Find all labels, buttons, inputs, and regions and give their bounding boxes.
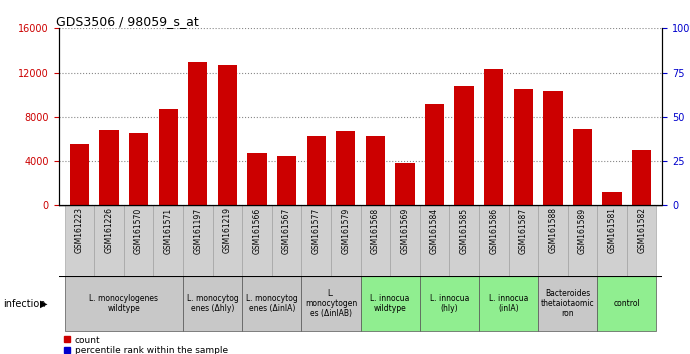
Bar — [99, 130, 119, 205]
Bar — [153, 205, 183, 276]
Text: GSM161567: GSM161567 — [282, 207, 291, 254]
Text: L. innocua
(hly): L. innocua (hly) — [430, 294, 469, 313]
Bar — [602, 192, 622, 205]
Text: GSM161581: GSM161581 — [608, 207, 617, 253]
Text: GDS3506 / 98059_s_at: GDS3506 / 98059_s_at — [56, 15, 199, 28]
Text: GSM161223: GSM161223 — [75, 207, 84, 253]
Text: GSM161588: GSM161588 — [549, 207, 558, 253]
Bar — [188, 62, 208, 205]
Bar — [218, 65, 237, 205]
Bar — [479, 276, 538, 331]
Bar — [247, 153, 266, 205]
Text: GSM161570: GSM161570 — [134, 207, 143, 254]
Bar — [159, 109, 178, 205]
Bar — [65, 205, 94, 276]
Text: GSM161586: GSM161586 — [489, 207, 498, 253]
Text: L. monocytog
enes (Δhly): L. monocytog enes (Δhly) — [187, 294, 239, 313]
Bar — [336, 131, 355, 205]
Text: GSM161197: GSM161197 — [193, 207, 202, 253]
Bar — [183, 205, 213, 276]
Bar — [598, 205, 627, 276]
Bar — [598, 276, 656, 331]
Bar — [366, 136, 385, 205]
Bar — [420, 276, 479, 331]
Text: GSM161219: GSM161219 — [223, 207, 232, 253]
Text: L. monocylogenes
wildtype: L. monocylogenes wildtype — [89, 294, 158, 313]
Text: GSM161566: GSM161566 — [253, 207, 262, 254]
Text: L. innocua
wildtype: L. innocua wildtype — [371, 294, 410, 313]
Bar — [455, 86, 474, 205]
Bar — [302, 276, 361, 331]
Bar — [425, 104, 444, 205]
Bar — [94, 205, 124, 276]
Bar — [361, 276, 420, 331]
Text: Bacteroides
thetaiotaomic
ron: Bacteroides thetaiotaomic ron — [541, 289, 595, 319]
Text: L. innocua
(inlA): L. innocua (inlA) — [489, 294, 528, 313]
Bar — [183, 276, 242, 331]
Bar — [573, 129, 592, 205]
Text: GSM161571: GSM161571 — [164, 207, 172, 253]
Bar — [420, 205, 449, 276]
Bar — [302, 205, 331, 276]
Bar — [513, 89, 533, 205]
Bar — [242, 276, 302, 331]
Legend: count, percentile rank within the sample: count, percentile rank within the sample — [63, 336, 228, 354]
Bar — [484, 69, 503, 205]
Bar — [213, 205, 242, 276]
Text: GSM161226: GSM161226 — [104, 207, 113, 253]
Text: GSM161579: GSM161579 — [342, 207, 351, 254]
Bar — [538, 205, 568, 276]
Bar — [361, 205, 390, 276]
Text: GSM161584: GSM161584 — [430, 207, 439, 253]
Text: infection: infection — [3, 298, 46, 309]
Text: GSM161585: GSM161585 — [460, 207, 469, 253]
Bar — [509, 205, 538, 276]
Bar — [272, 205, 302, 276]
Bar — [277, 155, 296, 205]
Text: GSM161577: GSM161577 — [312, 207, 321, 254]
Bar — [124, 205, 153, 276]
Bar — [479, 205, 509, 276]
Bar — [449, 205, 479, 276]
Bar — [632, 150, 651, 205]
Text: GSM161569: GSM161569 — [400, 207, 409, 254]
Bar — [129, 133, 148, 205]
Text: GSM161568: GSM161568 — [371, 207, 380, 253]
Text: GSM161582: GSM161582 — [637, 207, 646, 253]
Bar — [627, 205, 656, 276]
Bar — [543, 91, 562, 205]
Bar — [70, 144, 89, 205]
Bar — [65, 276, 183, 331]
Bar — [568, 205, 598, 276]
Bar — [242, 205, 272, 276]
Bar — [331, 205, 361, 276]
Text: control: control — [613, 299, 640, 308]
Bar — [390, 205, 420, 276]
Text: L.
monocytogen
es (ΔinlAB): L. monocytogen es (ΔinlAB) — [305, 289, 357, 319]
Text: ▶: ▶ — [40, 298, 48, 309]
Bar — [538, 276, 598, 331]
Text: GSM161587: GSM161587 — [519, 207, 528, 253]
Text: GSM161589: GSM161589 — [578, 207, 587, 253]
Bar — [395, 163, 415, 205]
Text: L. monocytog
enes (ΔinlA): L. monocytog enes (ΔinlA) — [246, 294, 297, 313]
Bar — [306, 136, 326, 205]
